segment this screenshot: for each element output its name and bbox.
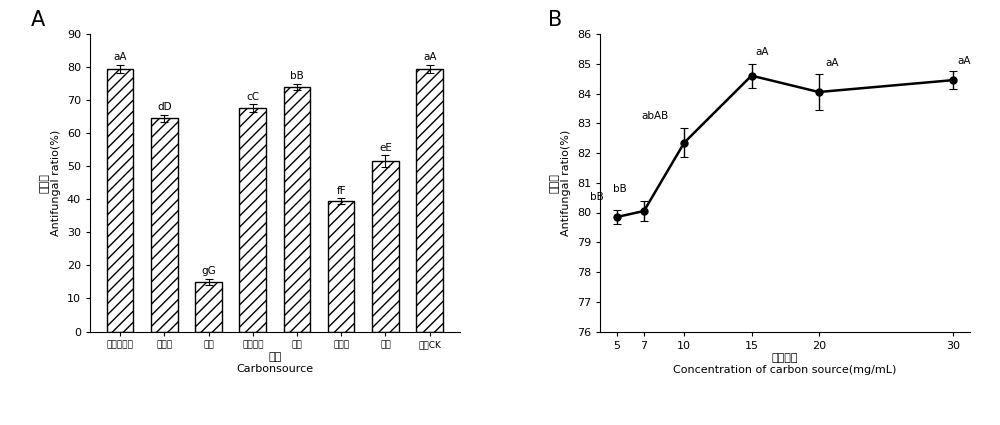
X-axis label: 碗源
Carbonsource: 碗源 Carbonsource: [236, 352, 313, 374]
Bar: [372, 161, 399, 332]
Text: fF: fF: [336, 186, 346, 196]
Text: aA: aA: [423, 52, 436, 62]
Bar: [284, 87, 310, 332]
Bar: [328, 201, 354, 332]
Text: aA: aA: [113, 52, 127, 62]
Y-axis label: 抑菌率
Antifungal ratio(%): 抑菌率 Antifungal ratio(%): [40, 130, 61, 236]
Bar: [107, 69, 133, 332]
Text: aA: aA: [756, 47, 769, 57]
Text: eE: eE: [379, 143, 392, 153]
Text: bB: bB: [590, 192, 604, 202]
Text: A: A: [31, 10, 45, 30]
Text: gG: gG: [201, 266, 216, 276]
Bar: [151, 118, 178, 332]
Text: B: B: [548, 10, 563, 30]
Bar: [239, 108, 266, 332]
Text: abAB: abAB: [641, 111, 668, 121]
Text: aA: aA: [825, 58, 839, 68]
Bar: [416, 69, 443, 332]
Bar: [195, 282, 222, 332]
Y-axis label: 抑菌率
Antifungal ratio(%): 抑菌率 Antifungal ratio(%): [550, 130, 571, 236]
Text: bB: bB: [290, 71, 304, 81]
X-axis label: 碗源浓度
Concentration of carbon source(mg/mL): 碗源浓度 Concentration of carbon source(mg/m…: [673, 353, 897, 375]
Text: aA: aA: [957, 56, 971, 66]
Text: dD: dD: [157, 102, 172, 112]
Text: cC: cC: [246, 92, 259, 102]
Text: bB: bB: [613, 184, 627, 194]
